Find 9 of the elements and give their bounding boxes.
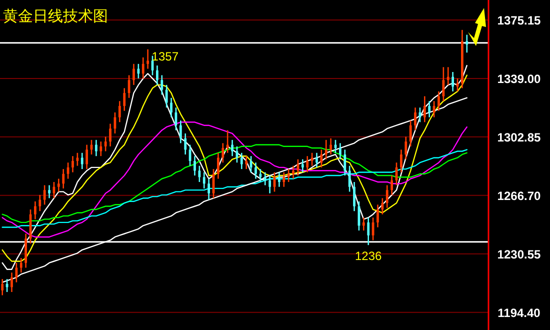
ytick: 1194.40 bbox=[498, 306, 540, 320]
title: 黄金日线技术图 bbox=[3, 8, 108, 25]
annotation: 1357 bbox=[152, 49, 178, 64]
ytick: 1339.00 bbox=[497, 72, 541, 86]
ytick: 1375.15 bbox=[497, 13, 541, 28]
ytick: 1302.85 bbox=[497, 130, 541, 144]
annotation: 1236 bbox=[355, 249, 382, 264]
ytick: 1230.55 bbox=[497, 247, 541, 262]
ytick: 1266.70 bbox=[497, 188, 541, 203]
